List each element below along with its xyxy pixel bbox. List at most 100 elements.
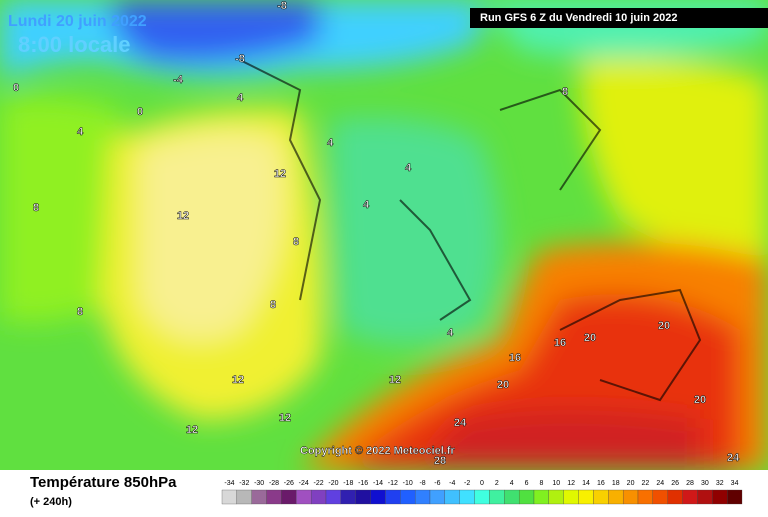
- legend-swatch: [593, 489, 609, 505]
- contour-label: 12: [232, 374, 244, 386]
- legend-label: -8: [419, 480, 425, 487]
- copyright: Copyright © 2022 Meteociel.fr: [300, 445, 456, 457]
- legend-label: 18: [612, 480, 620, 487]
- contour-label: -8: [277, 0, 287, 12]
- legend-label: 20: [627, 480, 635, 487]
- legend-swatch: [429, 489, 446, 505]
- contour-label: 12: [389, 374, 401, 386]
- legend-swatch: [474, 489, 490, 505]
- legend-label: -4: [449, 480, 455, 487]
- legend-label: -28: [269, 480, 279, 487]
- legend-label: -24: [299, 480, 309, 487]
- legend-swatch: [682, 489, 698, 505]
- legend-label: -12: [388, 480, 398, 487]
- legend-label: 2: [495, 480, 499, 487]
- contour-label: 12: [177, 210, 189, 222]
- contour-label: 20: [694, 394, 706, 406]
- contour-label: 12: [279, 412, 291, 424]
- contour-label: 8: [562, 86, 568, 98]
- legend-label: 26: [671, 480, 679, 487]
- legend-label: 22: [642, 480, 650, 487]
- legend-label: 12: [567, 480, 575, 487]
- contour-label: 0: [13, 82, 19, 94]
- legend-swatch: [518, 489, 535, 505]
- legend-swatch: [221, 489, 238, 505]
- legend-label: -14: [373, 480, 383, 487]
- contour-label: 4: [405, 162, 412, 174]
- legend-label: -34: [224, 480, 234, 487]
- legend-swatch: [296, 489, 312, 505]
- contour-label: 24: [727, 452, 740, 464]
- legend-label: -26: [284, 480, 294, 487]
- legend-swatch: [712, 489, 728, 505]
- time: 8:00 locale: [18, 32, 131, 57]
- legend-swatch: [533, 489, 550, 505]
- contour-label: -8: [235, 53, 245, 65]
- legend-label: -16: [358, 480, 368, 487]
- legend-swatch: [459, 489, 475, 505]
- contour-label: 20: [584, 332, 596, 344]
- legend-swatch: [310, 489, 327, 505]
- legend-swatch: [504, 489, 520, 505]
- run-info: Run GFS 6 Z du Vendredi 10 juin 2022: [480, 12, 677, 24]
- contour-label: 8: [270, 299, 276, 311]
- contour-label: 4: [237, 92, 244, 104]
- legend-label: 14: [582, 480, 590, 487]
- legend-swatch: [563, 489, 579, 505]
- contour-label: 8: [293, 236, 299, 248]
- legend-label: 10: [552, 480, 560, 487]
- legend-label: -2: [464, 480, 470, 487]
- run-box: [470, 8, 768, 28]
- legend-label: 24: [656, 480, 664, 487]
- legend-label: -22: [314, 480, 324, 487]
- contour-label: 8: [77, 306, 83, 318]
- legend-subtitle: (+ 240h): [30, 496, 72, 508]
- map-background: [0, 0, 768, 470]
- contour-label: 0: [137, 106, 143, 118]
- legend-label: -30: [254, 480, 264, 487]
- legend-swatch: [444, 489, 460, 505]
- contour-label: 28: [434, 455, 446, 467]
- contour-label: 16: [509, 352, 521, 364]
- contour-label: 8: [33, 202, 39, 214]
- legend-label: 34: [731, 480, 739, 487]
- legend-label: 6: [525, 480, 529, 487]
- contour-label: 4: [363, 199, 370, 211]
- contour-label: 16: [554, 337, 566, 349]
- legend-label: 28: [686, 480, 694, 487]
- legend-label: 8: [539, 480, 543, 487]
- legend-label: -6: [434, 480, 440, 487]
- legend-swatch: [251, 489, 267, 505]
- legend-swatch: [726, 489, 743, 505]
- contour-label: 24: [454, 417, 467, 429]
- legend-label: -18: [343, 480, 353, 487]
- legend-title: Température 850hPa: [30, 474, 177, 491]
- legend-swatch: [608, 489, 624, 505]
- legend-swatch: [370, 489, 386, 505]
- legend-swatch: [325, 489, 342, 505]
- legend-label: 32: [716, 480, 724, 487]
- legend-label: 16: [597, 480, 605, 487]
- contour-label: 12: [274, 168, 286, 180]
- legend-swatch: [697, 489, 713, 505]
- contour-label: 12: [186, 424, 198, 436]
- legend-swatch: [400, 489, 416, 505]
- legend-swatch: [266, 489, 282, 505]
- legend-label: -32: [239, 480, 249, 487]
- legend-label: 4: [510, 480, 514, 487]
- legend-swatch: [622, 489, 639, 505]
- contour-label: 4: [77, 126, 84, 138]
- legend-swatch: [385, 489, 401, 505]
- legend-swatch: [652, 489, 668, 505]
- legend-label: -20: [328, 480, 338, 487]
- legend-swatch: [414, 489, 431, 505]
- legend-swatch: [548, 489, 564, 505]
- contour-label: 20: [497, 379, 509, 391]
- legend-swatch: [637, 489, 654, 505]
- date: Lundi 20 juin 2022: [8, 13, 147, 30]
- legend-swatch: [667, 489, 683, 505]
- legend-label: 0: [480, 480, 484, 487]
- contour-label: 4: [327, 137, 334, 149]
- legend-label: 30: [701, 480, 709, 487]
